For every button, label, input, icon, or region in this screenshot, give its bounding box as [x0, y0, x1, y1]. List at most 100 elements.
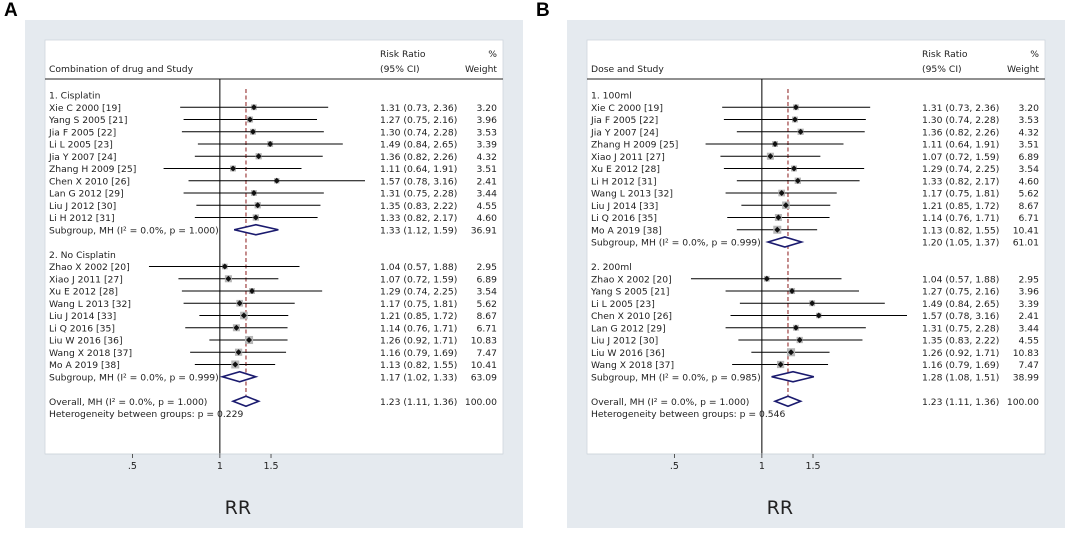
study-label: Jia Y 2007 [24]	[590, 127, 659, 138]
ci-value: 1.31 (0.73, 2.36)	[922, 103, 999, 114]
ci-value: 1.57 (0.78, 3.16)	[380, 176, 457, 187]
forest-plot-b: Dose and Study Risk Ratio (95% CI)% Weight 1…	[567, 20, 1065, 528]
study-label: Xie C 2000 [19]	[49, 103, 121, 114]
risk-ratio-header: Risk Ratio	[380, 49, 426, 60]
ci-value: 1.17 (0.75, 1.81)	[922, 189, 999, 200]
weight-value: 63.09	[471, 372, 497, 383]
ci-value: 1.35 (0.83, 2.22)	[922, 336, 999, 347]
heterogeneity-note: Heterogeneity between groups: p = 0.546	[591, 409, 785, 420]
weight-value: 7.47	[477, 348, 498, 359]
point-estimate	[225, 275, 232, 282]
study-label: Zhang H 2009 [25]	[49, 164, 136, 175]
study-label: Lan G 2012 [29]	[49, 189, 124, 200]
point-estimate	[247, 116, 254, 123]
weight-value: 6.71	[1019, 213, 1039, 224]
ci-value: 1.31 (0.75, 2.28)	[922, 323, 999, 334]
study-label: Xie C 2000 [19]	[591, 103, 663, 114]
weight-value: 10.83	[1013, 348, 1039, 359]
weight-value: 2.95	[1019, 274, 1040, 285]
subgroup-label: Subgroup, MH (I² = 0.0%, p = 0.999)	[591, 238, 761, 249]
group-heading: 2. 200ml	[591, 262, 632, 273]
weight-value: 8.67	[1019, 201, 1040, 212]
weight-value: 38.99	[1013, 372, 1039, 383]
ci-value: 1.17 (1.02, 1.33)	[380, 372, 457, 383]
study-label: Zhao X 2002 [20]	[49, 262, 130, 273]
weight-value: 3.44	[477, 189, 498, 200]
ci-value: 1.33 (0.82, 2.17)	[380, 213, 457, 224]
study-label: Wang X 2018 [37]	[49, 348, 132, 359]
panel-b-letter: B	[536, 0, 550, 21]
point-estimate	[774, 226, 781, 233]
point-estimate	[235, 349, 242, 356]
weight-header: Weight	[1007, 64, 1039, 75]
weight-value: 6.89	[477, 274, 498, 285]
ci-value: 1.23 (1.11, 1.36)	[922, 397, 999, 408]
weight-value: 2.41	[477, 176, 497, 187]
point-estimate	[815, 312, 822, 319]
study-label: Lan G 2012 [29]	[591, 323, 666, 334]
subgroup-label: Subgroup, MH (I² = 0.0%, p = 1.000)	[49, 225, 219, 236]
study-label: Li Q 2016 [35]	[591, 213, 657, 224]
study-label: Zhao X 2002 [20]	[591, 274, 672, 285]
ci-value: 1.30 (0.74, 2.28)	[380, 127, 457, 138]
point-estimate	[790, 165, 797, 172]
point-estimate	[789, 288, 796, 294]
weight-value: 36.91	[471, 225, 497, 236]
ci-value: 1.23 (1.11, 1.36)	[380, 397, 457, 408]
study-label: Xu E 2012 [28]	[49, 287, 118, 298]
point-estimate	[230, 165, 237, 172]
x-tick-label: 1.5	[263, 461, 278, 472]
ci-value: 1.04 (0.57, 1.88)	[922, 274, 999, 285]
point-estimate	[233, 324, 240, 331]
weight-value: 3.51	[477, 164, 497, 175]
ci-value: 1.29 (0.74, 2.25)	[380, 287, 457, 298]
weight-value: 4.60	[1019, 176, 1040, 187]
weight-value: 8.67	[477, 311, 498, 322]
weight-header-symbol: %	[488, 49, 497, 60]
group-heading: 2. No Cisplatin	[49, 250, 116, 261]
point-estimate	[252, 214, 259, 221]
weight-value: 100.00	[465, 397, 497, 408]
ci-value: 1.28 (1.08, 1.51)	[922, 372, 999, 383]
study-label: Li L 2005 [23]	[49, 140, 113, 151]
forest-plot-a: Combination of drug and Study Risk Ratio (…	[25, 20, 523, 528]
point-estimate	[255, 153, 262, 160]
ci-value: 1.49 (0.84, 2.65)	[380, 140, 457, 151]
ci-value: 1.26 (0.92, 1.71)	[922, 348, 999, 359]
weight-value: 3.96	[477, 115, 498, 126]
study-label: Liu J 2014 [33]	[591, 201, 658, 212]
study-label: Xiao J 2011 [27]	[591, 152, 665, 163]
ci-value: 1.36 (0.82, 2.26)	[380, 152, 457, 163]
weight-value: 6.71	[477, 323, 497, 334]
weight-value: 100.00	[1007, 397, 1039, 408]
point-estimate	[775, 214, 782, 221]
weight-value: 3.54	[477, 287, 498, 298]
weight-value: 3.53	[477, 127, 498, 138]
ci-value: 1.07 (0.72, 1.59)	[380, 274, 457, 285]
ci-value: 1.31 (0.73, 2.36)	[380, 103, 457, 114]
point-estimate	[249, 128, 256, 135]
x-tick-label: 1	[217, 461, 223, 472]
plot-frame	[44, 39, 504, 455]
point-estimate	[796, 337, 803, 343]
subgroup-label: Subgroup, MH (I² = 0.0%, p = 0.999)	[49, 372, 219, 383]
study-label: Xiao J 2011 [27]	[49, 274, 123, 285]
x-tick-label: 1.5	[805, 461, 820, 472]
study-label: Yang S 2005 [21]	[48, 115, 127, 126]
ci-value: 1.35 (0.83, 2.22)	[380, 201, 457, 212]
weight-value: 10.83	[471, 336, 497, 347]
ci-value: 1.57 (0.78, 3.16)	[922, 311, 999, 322]
overall-diamond	[772, 395, 803, 408]
point-estimate	[763, 275, 770, 282]
ci-value: 1.13 (0.82, 1.55)	[380, 360, 457, 371]
ci-value: 1.11 (0.64, 1.91)	[380, 164, 457, 175]
point-estimate	[794, 177, 801, 184]
subgroup-diamond	[765, 236, 805, 248]
point-estimate	[221, 263, 228, 270]
weight-value: 2.41	[1019, 311, 1039, 322]
x-tick-label: .5	[670, 461, 679, 472]
point-estimate	[792, 104, 799, 111]
point-estimate	[250, 104, 257, 111]
study-label: Jia Y 2007 [24]	[48, 152, 117, 163]
subgroup-diamond	[219, 370, 259, 383]
